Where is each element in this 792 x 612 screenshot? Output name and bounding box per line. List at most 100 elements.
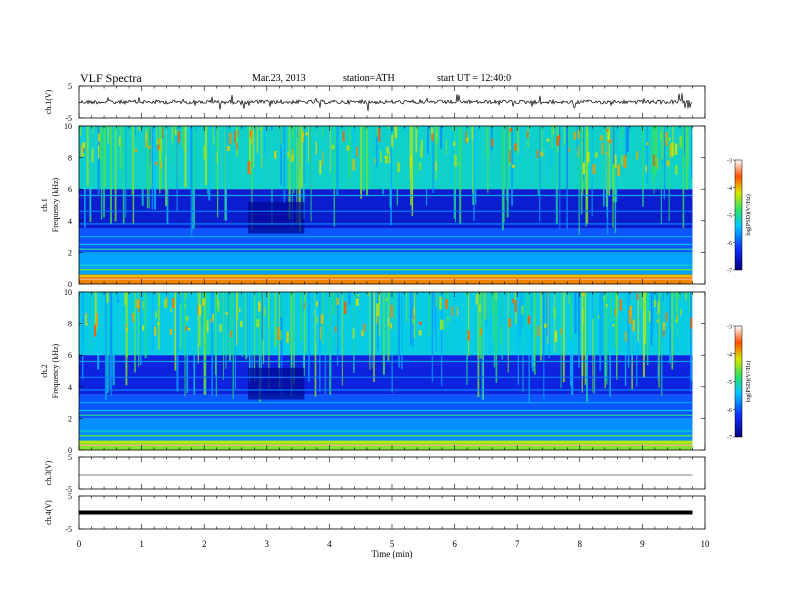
spectrum-patch (134, 149, 138, 153)
sferic-streak (258, 126, 260, 185)
colorbar-tick-label: -4 (727, 186, 732, 192)
sferic-streak (193, 292, 196, 395)
sferic-streak (288, 126, 291, 220)
spectrum-patch (536, 149, 539, 159)
colorbar-tick-label: -7 (727, 436, 732, 442)
sferic-streak (423, 126, 426, 131)
spectrum-patch (512, 164, 515, 168)
sferic-streak (293, 292, 295, 385)
sferic-streak (671, 292, 674, 370)
spectrum-patch (81, 145, 83, 158)
sferic-streak (97, 126, 100, 195)
no-data-region (692, 292, 705, 450)
sferic-streak (303, 292, 305, 377)
sferic-streak (197, 292, 200, 364)
sferic-streak (89, 126, 91, 158)
spectrum-patch (447, 316, 449, 322)
x-tick-label: 3 (265, 539, 270, 549)
x-tick-label: 2 (202, 539, 207, 549)
sferic-streak (606, 292, 608, 385)
sferic-streak (125, 126, 127, 218)
colorbar-tick-label: -3 (727, 159, 732, 165)
sferic-streak (546, 126, 548, 184)
spectrum-patch (216, 152, 218, 163)
sferic-streak (651, 126, 653, 173)
spectrum-patch (163, 298, 167, 309)
spectrum-patch (118, 136, 121, 146)
spectrum-patch (540, 151, 544, 157)
spectrum-patch (420, 140, 423, 150)
sferic-streak (495, 292, 498, 383)
sferic-streak (184, 292, 186, 397)
sferic-streak (592, 292, 594, 393)
sferic-streak (171, 126, 174, 163)
sferic-streak (269, 292, 272, 336)
spectrum-patch (653, 299, 657, 307)
sferic-streak (366, 126, 369, 197)
x-tick-label: 8 (578, 539, 583, 549)
sferic-streak (517, 292, 519, 385)
sferic-streak (389, 126, 392, 208)
spectrum-patch (153, 326, 157, 336)
spectrum-patch (198, 304, 202, 316)
sferic-streak (280, 292, 283, 318)
spectrum-patch (132, 313, 134, 323)
sferic-streak (375, 126, 378, 167)
y-tick-label: 5 (68, 82, 72, 91)
sferic-streak (674, 292, 677, 321)
spectrum-patch (336, 297, 339, 305)
spectrum-patch (465, 131, 467, 144)
sferic-streak (387, 126, 390, 129)
spectrum-patch (657, 157, 659, 169)
spectrum-patch (445, 299, 448, 309)
sferic-streak (329, 126, 331, 174)
sferic-streak (193, 126, 195, 228)
sferic-streak (571, 292, 574, 395)
spectrum-dark-region (248, 201, 305, 234)
spectrum-patch (675, 165, 678, 175)
sferic-streak (415, 126, 418, 153)
sferic-streak (189, 126, 191, 179)
sferic-streak (614, 292, 617, 348)
sferic-streak (519, 292, 521, 339)
spectrum-patch (613, 308, 616, 316)
sferic-streak (431, 292, 434, 382)
sferic-streak (103, 126, 105, 218)
sferic-streak (336, 292, 339, 367)
colorbar-tick-label: -6 (727, 241, 732, 247)
sferic-streak (251, 292, 253, 379)
spectrum-patch (553, 307, 556, 319)
spectrum-patch (322, 151, 324, 165)
spectrum-patch (431, 133, 434, 142)
sferic-streak (566, 126, 569, 230)
sferic-streak (192, 126, 195, 230)
sferic-streak (590, 126, 593, 184)
sferic-streak (391, 292, 393, 393)
sferic-streak (583, 126, 585, 180)
spectrum-patch (378, 128, 381, 142)
spectrum-patch (623, 155, 627, 169)
spectrum-patch (577, 129, 580, 139)
spectrum-patch (249, 130, 253, 138)
sferic-streak (672, 126, 674, 158)
spectrum-patch (514, 143, 517, 151)
spectrum-patch (521, 305, 524, 315)
sferic-streak (685, 126, 688, 190)
spectrum-patch (413, 306, 415, 316)
sferic-streak (591, 292, 594, 319)
sferic-streak (689, 126, 691, 167)
spectrum-patch (605, 152, 608, 155)
sferic-streak (253, 292, 256, 382)
sferic-streak (493, 292, 496, 368)
sferic-streak (216, 126, 219, 218)
spectrum-patch (573, 131, 576, 140)
sferic-streak (440, 126, 443, 149)
sferic-streak (174, 126, 177, 134)
spectrum-patch (320, 314, 324, 324)
sferic-streak (199, 292, 201, 347)
sferic-streak (146, 126, 149, 209)
sferic-streak (186, 292, 189, 394)
spectrum-patch (210, 318, 212, 323)
sferic-streak (410, 292, 412, 345)
spectrum-band (79, 418, 693, 441)
